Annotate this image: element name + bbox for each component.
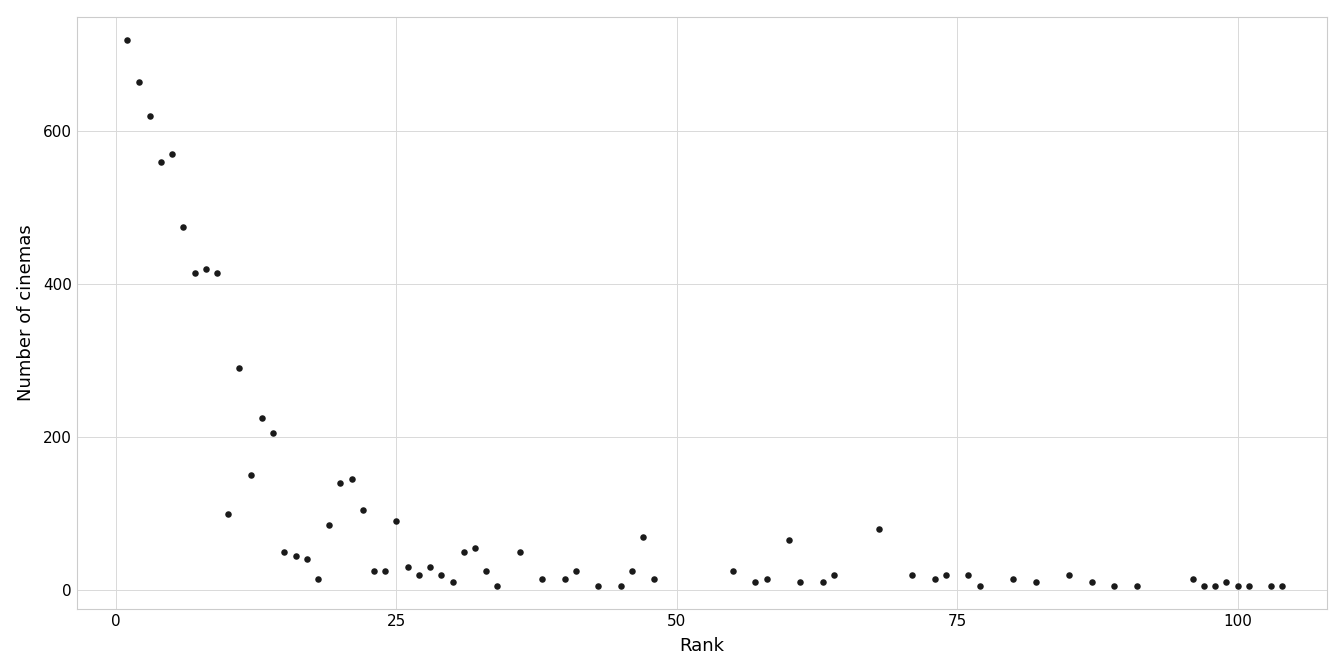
Point (172, 222, 194, 233)
Point (1059, 569, 1081, 580)
Point (823, 569, 844, 580)
Point (375, 566, 396, 577)
Point (296, 554, 317, 565)
Point (1261, 581, 1282, 591)
Point (902, 569, 923, 580)
Point (409, 569, 430, 580)
Point (633, 531, 655, 542)
Point (1193, 581, 1215, 591)
Point (1103, 581, 1125, 591)
Point (969, 581, 991, 591)
Point (1003, 573, 1024, 584)
Point (1215, 577, 1236, 588)
Point (778, 535, 800, 546)
Point (241, 470, 262, 480)
Point (1081, 577, 1102, 588)
Point (218, 508, 239, 519)
Point (117, 34, 138, 45)
Point (138, 111, 160, 122)
Point (386, 516, 407, 527)
Point (128, 76, 149, 87)
Point (396, 562, 418, 573)
Point (184, 267, 206, 278)
Point (308, 573, 329, 584)
Point (352, 505, 374, 515)
Point (151, 157, 172, 167)
Point (1025, 577, 1047, 588)
X-axis label: Rank: Rank (680, 637, 724, 655)
Point (745, 577, 766, 588)
Point (1126, 581, 1148, 591)
Point (262, 428, 284, 439)
Point (442, 577, 464, 588)
Point (274, 546, 296, 557)
Point (1204, 581, 1226, 591)
Point (487, 581, 508, 591)
Point (1181, 573, 1203, 584)
Point (195, 263, 216, 274)
Y-axis label: Number of cinemas: Number of cinemas (16, 224, 35, 401)
Point (341, 474, 363, 485)
Point (554, 573, 575, 584)
Point (329, 478, 351, 489)
Point (453, 546, 474, 557)
Point (722, 566, 743, 577)
Point (1271, 581, 1293, 591)
Point (935, 569, 957, 580)
Point (587, 581, 609, 591)
Point (868, 523, 890, 534)
Point (464, 542, 485, 553)
Point (430, 569, 452, 580)
Point (251, 413, 273, 423)
Point (363, 566, 384, 577)
Point (206, 267, 227, 278)
Point (755, 573, 777, 584)
Point (566, 566, 587, 577)
Point (925, 573, 946, 584)
Point (1227, 581, 1249, 591)
Point (1238, 581, 1259, 591)
Point (161, 149, 183, 160)
Point (958, 569, 980, 580)
Point (610, 581, 632, 591)
Point (319, 519, 340, 530)
Point (621, 566, 642, 577)
Point (644, 573, 665, 584)
Point (531, 573, 552, 584)
Point (419, 562, 441, 573)
Point (285, 550, 306, 561)
Point (812, 577, 833, 588)
Point (509, 546, 531, 557)
Point (228, 363, 250, 374)
Point (789, 577, 810, 588)
Point (476, 566, 497, 577)
